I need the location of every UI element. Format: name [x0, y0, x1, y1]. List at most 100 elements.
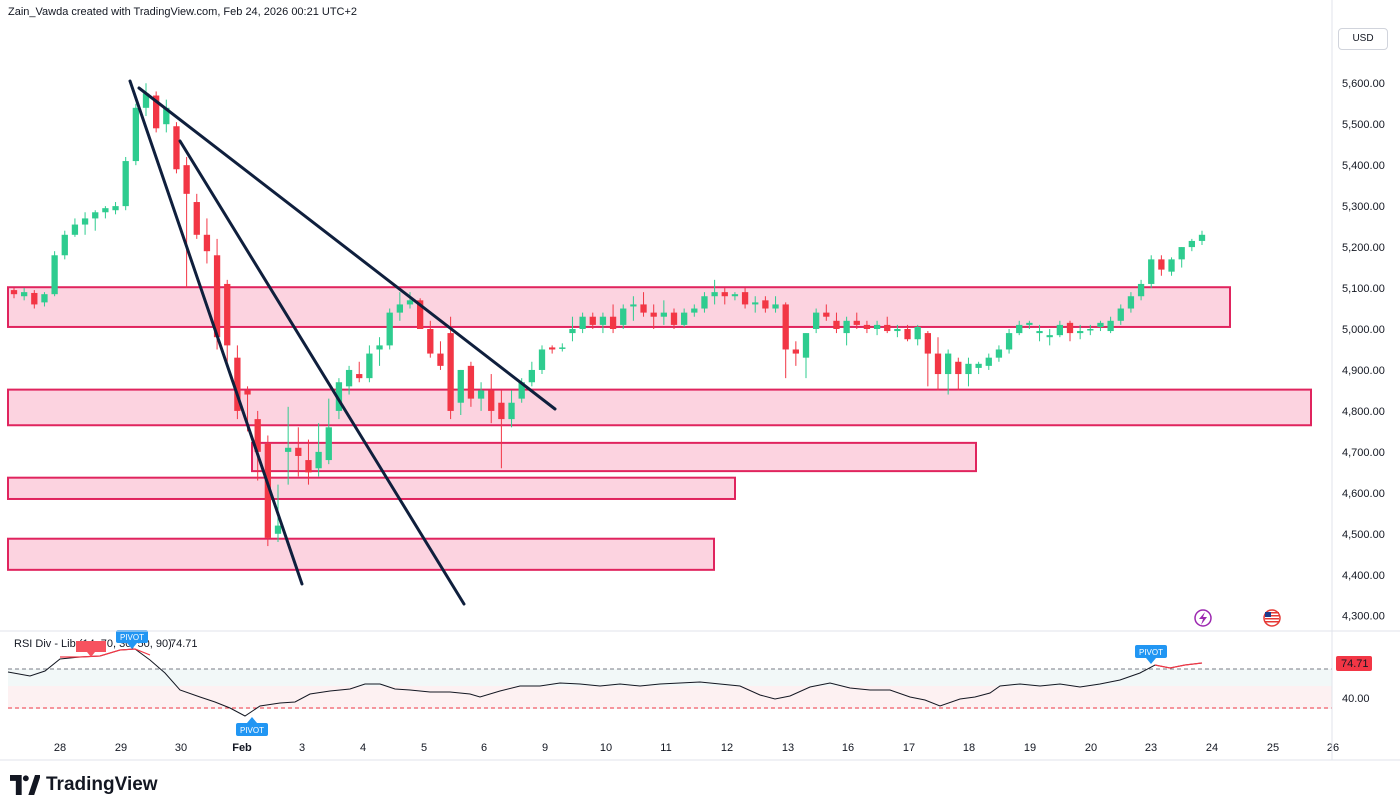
- candle-body: [122, 161, 129, 207]
- candle-body: [681, 312, 688, 325]
- rsi-line: [7, 648, 1203, 717]
- candle-body: [244, 390, 251, 395]
- candle-body: [914, 326, 921, 340]
- us-flag-canton: [1265, 612, 1271, 617]
- candle-body: [873, 324, 881, 329]
- candle-body: [71, 224, 79, 235]
- candle-body: [549, 347, 556, 350]
- time-tick-label: 23: [1145, 742, 1157, 754]
- candle-body: [295, 447, 302, 456]
- candle-body: [802, 333, 810, 358]
- candle-body: [142, 93, 150, 108]
- time-tick-label: 25: [1267, 742, 1279, 754]
- us-flag-stripe: [1265, 615, 1279, 617]
- trendline: [128, 79, 304, 586]
- candle-body: [417, 300, 424, 329]
- candle-body: [701, 296, 708, 309]
- price-chart: 5,600.00 5,500.00 5,400.00 5,300.00 5,200.00…: [0, 0, 1400, 761]
- price-tick-label: 4,400.00: [1342, 570, 1385, 582]
- candle-body: [356, 374, 363, 379]
- supply-demand-zone: [7, 286, 1231, 328]
- rsi-current-value: 74.71: [170, 638, 198, 650]
- price-tick-label: 5,500.00: [1342, 119, 1385, 131]
- us-flag-stripe: [1265, 621, 1279, 623]
- candle-body: [224, 283, 231, 346]
- candle-body: [843, 320, 850, 334]
- divergence-marker: [76, 641, 106, 657]
- candle-body: [1178, 247, 1185, 260]
- us-flag-stripe: [1265, 618, 1279, 620]
- time-tick-label: 18: [963, 742, 975, 754]
- candle-body: [315, 451, 322, 469]
- supply-demand-zone: [7, 388, 1312, 427]
- price-tick-label: 4,700.00: [1342, 447, 1385, 459]
- candle-body: [1026, 322, 1033, 325]
- candle-body: [670, 312, 678, 325]
- candle-body: [762, 300, 769, 309]
- pivot-label: PIVOT: [1139, 648, 1163, 657]
- candle-body: [924, 333, 931, 354]
- candle-body: [863, 324, 871, 329]
- time-tick-label: 20: [1085, 742, 1097, 754]
- lightning-icon[interactable]: [1194, 609, 1212, 627]
- candle-body: [173, 126, 180, 170]
- currency-selector[interactable]: USD: [1338, 28, 1388, 50]
- candle-body: [569, 329, 576, 334]
- candle-body: [884, 324, 891, 332]
- candle-body: [305, 460, 312, 473]
- time-tick-label: 6: [481, 742, 487, 754]
- candle-body: [163, 107, 170, 125]
- us-flag-icon[interactable]: [1263, 609, 1281, 627]
- candle-body: [112, 206, 119, 211]
- pivot-label: PIVOT: [240, 726, 264, 735]
- rsi-value-badge: [1336, 656, 1372, 671]
- chart-attribution: Zain_Vawda created with TradingView.com,…: [8, 6, 358, 18]
- candle-body: [274, 525, 282, 534]
- candle-body: [1066, 322, 1074, 334]
- candle-body: [203, 234, 211, 252]
- candle-body: [386, 312, 393, 346]
- candle-body: [995, 349, 1003, 358]
- candle-body: [61, 234, 68, 256]
- time-tick-label: 4: [360, 742, 366, 754]
- candle-body: [1198, 234, 1206, 241]
- candle-body: [1188, 240, 1195, 248]
- tradingview-brand: TradingView: [46, 774, 158, 795]
- supply-demand-zone: [251, 441, 977, 473]
- candle-body: [1016, 324, 1023, 334]
- candle-body: [285, 447, 292, 452]
- candle-body: [752, 302, 759, 305]
- pivot-pointer: [1146, 658, 1156, 664]
- price-tick-label: 5,400.00: [1342, 160, 1385, 172]
- pivot-badge: [116, 630, 148, 643]
- candle-body: [853, 320, 860, 325]
- pivot-pointer: [127, 643, 137, 649]
- trendline: [178, 139, 466, 606]
- candle-body: [488, 390, 495, 411]
- time-tick-label: 10: [600, 742, 612, 754]
- candle-body: [711, 292, 718, 297]
- candle-body: [1056, 324, 1063, 336]
- price-tick-label: 4,300.00: [1342, 611, 1385, 623]
- tradingview-logo[interactable]: TradingView: [10, 774, 158, 796]
- candle-body: [102, 208, 109, 213]
- candle-body: [691, 308, 698, 313]
- candle-body: [650, 312, 657, 317]
- price-tick-label: 5,300.00: [1342, 201, 1385, 213]
- candle-body: [457, 369, 464, 403]
- candle-body: [335, 382, 343, 411]
- candle-body: [1137, 283, 1145, 297]
- candle-body: [41, 294, 48, 303]
- candle-body: [264, 443, 271, 538]
- candle-body: [325, 427, 332, 461]
- candle-body: [599, 316, 607, 325]
- rsi-tick-label: 40.00: [1342, 693, 1370, 705]
- time-tick-label: 17: [903, 742, 915, 754]
- candle-body: [21, 292, 28, 297]
- candle-body: [630, 304, 637, 307]
- candle-body: [10, 290, 18, 295]
- supply-demand-zone: [7, 476, 736, 500]
- time-tick-label: 30: [175, 742, 187, 754]
- candle-body: [792, 349, 799, 354]
- candle-body: [731, 294, 739, 297]
